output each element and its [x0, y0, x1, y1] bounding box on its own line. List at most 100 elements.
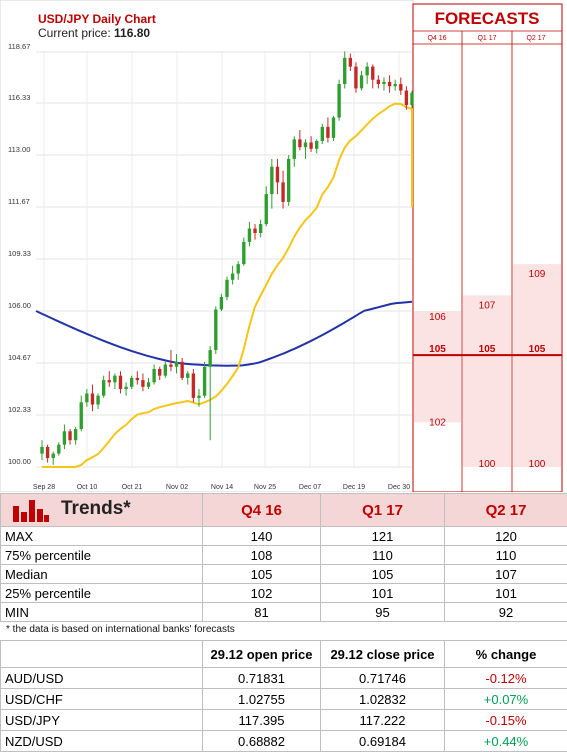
cell: 140	[203, 527, 321, 546]
pct-change: -0.15%	[445, 710, 567, 731]
x-tick-label: Nov 25	[254, 484, 276, 491]
candle-body	[225, 280, 228, 297]
y-tick-label: 100.00	[8, 457, 31, 466]
candle-body	[209, 350, 212, 367]
pct-change: +0.07%	[445, 689, 567, 710]
open-price: 0.71831	[203, 668, 321, 689]
x-tick-label: Oct 10	[77, 484, 98, 491]
candle-body	[337, 84, 340, 117]
forecast-col-q1: Q1 17	[477, 35, 496, 42]
candle-body	[349, 58, 352, 67]
candle-body	[203, 367, 206, 396]
cell: 81	[203, 603, 321, 622]
candle-body	[220, 297, 223, 309]
close-price: 0.69184	[321, 731, 445, 752]
candle-body	[388, 82, 391, 86]
trends-row-median: Median 105 105 107	[1, 565, 567, 584]
chart-title: USD/JPY Daily Chart	[38, 12, 156, 26]
forecast-label: 106	[429, 312, 446, 323]
row-label: 25% percentile	[1, 584, 203, 603]
prices-row-usdjpy: USD/JPY 117.395 117.222 -0.15%	[1, 710, 567, 731]
cell: 110	[321, 546, 445, 565]
y-tick-label: 109.33	[8, 249, 31, 258]
trends-row-min: MIN 81 95 92	[1, 603, 567, 622]
candle-body	[321, 127, 324, 141]
candle-body	[343, 58, 346, 84]
candle-body	[265, 194, 268, 224]
x-tick-label: Dec 30	[388, 484, 410, 491]
prices-corner	[1, 641, 203, 668]
forecast-range-box	[463, 295, 511, 467]
forecast-col-q2: Q2 17	[526, 35, 545, 42]
cell: 107	[445, 565, 567, 584]
candle-body	[136, 378, 139, 380]
trends-row-p75: 75% percentile 108 110 110	[1, 546, 567, 565]
cell: 92	[445, 603, 567, 622]
candle-body	[124, 387, 127, 389]
candle-body	[298, 139, 301, 147]
pair-label: NZD/USD	[1, 731, 203, 752]
candle-body	[371, 67, 374, 80]
candle-body	[164, 365, 167, 376]
forecast-col-q4: Q4 16	[427, 35, 446, 42]
trends-table: Trends* Q4 16 Q1 17 Q2 17 MAX 140 121 12…	[0, 493, 567, 622]
cell: 102	[203, 584, 321, 603]
forecasts-title: FORECASTS	[435, 9, 540, 28]
trends-row-max: MAX 140 121 120	[1, 527, 567, 546]
candle-body	[175, 362, 178, 367]
candle-body	[85, 393, 88, 402]
candle-body	[91, 393, 94, 404]
candle-body	[287, 159, 290, 202]
candle-body	[147, 382, 150, 386]
prices-row-audusd: AUD/USD 0.71831 0.71746 -0.12%	[1, 668, 567, 689]
forecast-range-box	[414, 311, 461, 422]
candle-body	[281, 182, 284, 202]
pct-change: +0.44%	[445, 731, 567, 752]
candle-body	[102, 380, 105, 396]
candle-body	[405, 91, 408, 105]
plot-frame	[0, 0, 413, 492]
x-tick-label: Oct 21	[122, 484, 143, 491]
candle-body	[394, 84, 397, 86]
candle-body	[248, 229, 251, 242]
forecast-label: 102	[429, 417, 446, 428]
trends-col-q2: Q2 17	[445, 494, 567, 527]
prices-table: 29.12 open price 29.12 close price % cha…	[0, 640, 567, 752]
trends-col-q1: Q1 17	[321, 494, 445, 527]
cell: 105	[321, 565, 445, 584]
trends-header: Trends* Q4 16 Q1 17 Q2 17	[1, 494, 567, 527]
forecast-label: 105	[479, 344, 496, 355]
candle-body	[304, 143, 307, 148]
prices-col-close: 29.12 close price	[321, 641, 445, 668]
y-tick-label: 113.00	[8, 145, 30, 154]
row-label: MIN	[1, 603, 203, 622]
candle-body	[68, 431, 71, 440]
pair-label: USD/JPY	[1, 710, 203, 731]
candle-body	[96, 396, 99, 405]
candle-body	[158, 369, 161, 376]
y-tick-label: 118.67	[8, 42, 30, 51]
candle-body	[354, 67, 357, 89]
candle-body	[169, 365, 172, 367]
candle-body	[40, 447, 43, 454]
prices-header: 29.12 open price 29.12 close price % cha…	[1, 641, 567, 668]
candle-body	[57, 445, 60, 454]
candle-body	[130, 378, 133, 387]
candle-body	[192, 373, 195, 397]
candle-body	[326, 127, 329, 138]
candle-body	[231, 274, 234, 280]
current-price: Current price: 116.80	[38, 26, 150, 40]
y-tick-label: 102.33	[8, 405, 31, 414]
candle-body	[63, 431, 66, 444]
trends-title: Trends*	[61, 498, 131, 519]
forecast-label: 109	[529, 269, 546, 280]
close-price: 0.71746	[321, 668, 445, 689]
candle-body	[315, 141, 318, 149]
row-label: MAX	[1, 527, 203, 546]
row-label: Median	[1, 565, 203, 584]
forecast-label: 105	[529, 344, 546, 355]
candle-body	[119, 376, 122, 389]
pct-change: -0.12%	[445, 668, 567, 689]
